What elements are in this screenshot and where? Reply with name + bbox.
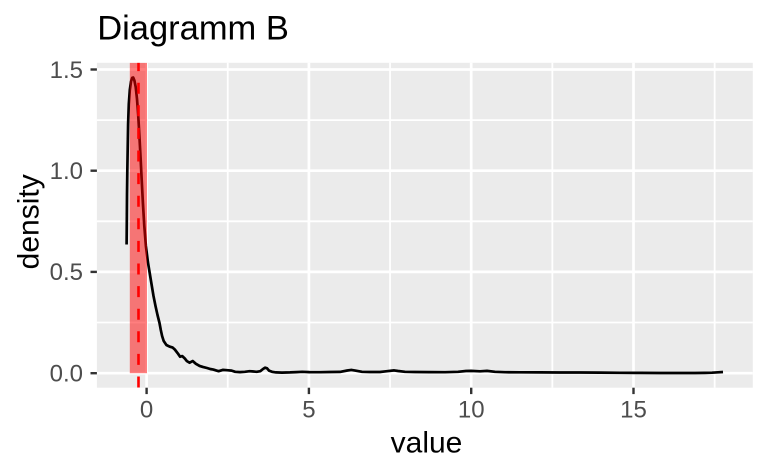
svg-text:0: 0 <box>140 396 153 423</box>
svg-text:15: 15 <box>620 396 647 423</box>
svg-text:value: value <box>391 426 463 459</box>
svg-text:1.0: 1.0 <box>50 158 83 185</box>
svg-text:0.5: 0.5 <box>50 259 83 286</box>
svg-text:10: 10 <box>458 396 485 423</box>
svg-text:density: density <box>13 174 46 269</box>
svg-text:5: 5 <box>302 396 315 423</box>
svg-text:Diagramm B: Diagramm B <box>97 10 289 48</box>
svg-text:1.5: 1.5 <box>50 57 83 84</box>
svg-text:0.0: 0.0 <box>50 361 83 388</box>
